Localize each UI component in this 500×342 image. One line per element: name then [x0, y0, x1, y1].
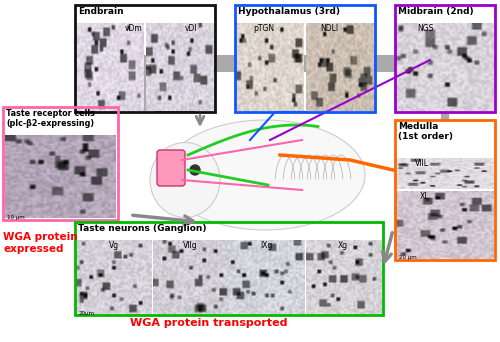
Text: 20μm: 20μm — [79, 311, 95, 316]
Text: IXg: IXg — [260, 241, 273, 250]
Ellipse shape — [150, 143, 220, 218]
Text: Medulla
(1st order): Medulla (1st order) — [398, 122, 453, 141]
Text: 20 μm: 20 μm — [399, 255, 417, 260]
Text: Midbrain (2nd): Midbrain (2nd) — [398, 7, 473, 16]
Text: Hypothalamus (3rd): Hypothalamus (3rd) — [238, 7, 340, 16]
Ellipse shape — [165, 120, 365, 230]
FancyBboxPatch shape — [157, 150, 185, 186]
Bar — [395, 5, 495, 112]
Bar — [75, 55, 495, 72]
Text: WGA protein transported: WGA protein transported — [130, 318, 288, 328]
Text: NDLI: NDLI — [320, 24, 338, 33]
Bar — [395, 120, 495, 260]
Bar — [235, 5, 375, 112]
Text: VIIg: VIIg — [183, 241, 198, 250]
Bar — [75, 222, 383, 315]
Circle shape — [190, 165, 200, 175]
Text: vDm: vDm — [125, 24, 143, 33]
Text: Xg: Xg — [338, 241, 348, 250]
Bar — [75, 5, 215, 112]
Text: Taste receptor cells
(plc-β2-expressing): Taste receptor cells (plc-β2-expressing) — [6, 109, 95, 128]
Text: vDl: vDl — [185, 24, 198, 33]
Text: Endbrain: Endbrain — [78, 7, 124, 16]
Text: VIIL: VIIL — [415, 159, 429, 168]
Text: XL: XL — [420, 192, 430, 201]
Text: pTGN: pTGN — [253, 24, 274, 33]
Bar — [3, 107, 118, 220]
Text: 10 μm: 10 μm — [7, 215, 25, 220]
Text: WGA protein
expressed: WGA protein expressed — [3, 232, 78, 254]
Text: Taste neurons (Ganglion): Taste neurons (Ganglion) — [78, 224, 206, 233]
Text: Vg: Vg — [108, 241, 119, 250]
Text: NGS: NGS — [417, 24, 434, 33]
